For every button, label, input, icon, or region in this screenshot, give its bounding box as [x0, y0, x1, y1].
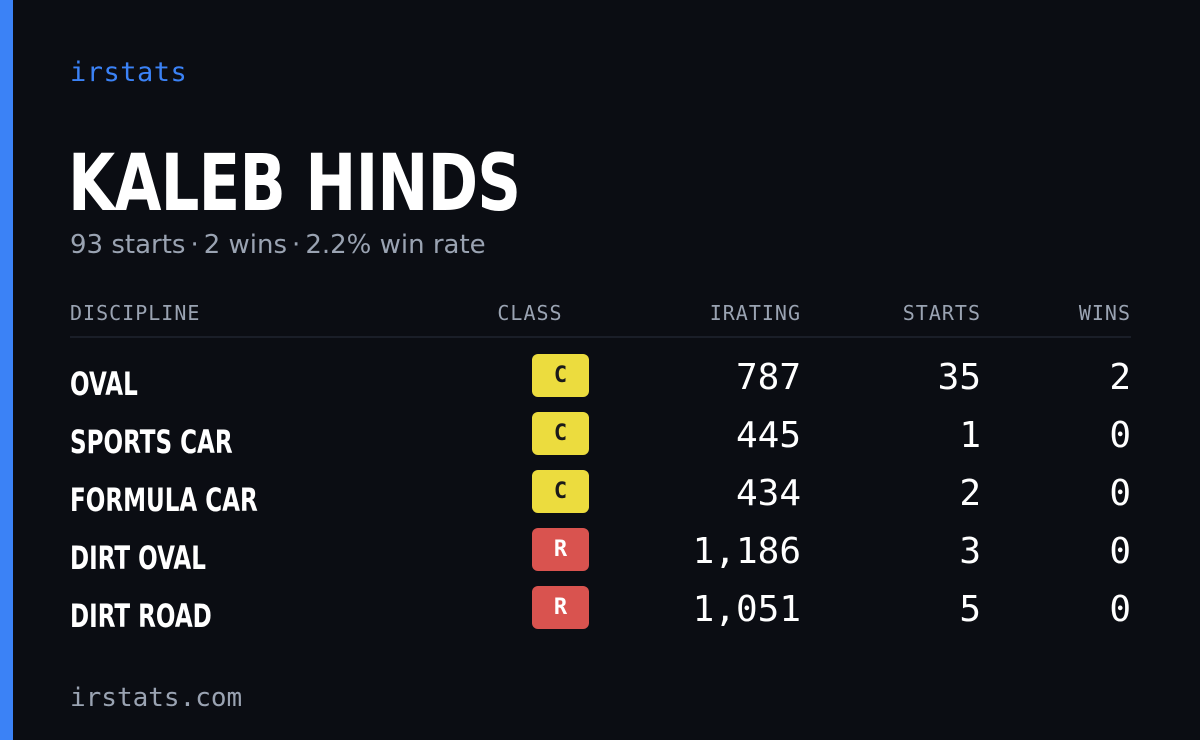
column-header-class: CLASS — [497, 301, 563, 325]
starts-value: 2 — [959, 473, 981, 514]
summary-separator: · — [190, 230, 199, 260]
table-row: SPORTS CAR C 445 1 0 — [70, 408, 1131, 466]
irating-value: 787 — [735, 357, 801, 398]
table-row: DIRT ROAD R 1,051 5 0 — [70, 582, 1131, 640]
summary-wins: 2 wins — [203, 230, 288, 260]
discipline-name: OVAL — [70, 365, 138, 403]
driver-name: KALEB HINDS — [68, 139, 521, 229]
starts-value: 35 — [937, 357, 981, 398]
irating-value: 445 — [735, 415, 801, 456]
discipline-name: FORMULA CAR — [70, 481, 258, 519]
footer-domain: irstats.com — [70, 683, 243, 713]
table-header: DISCIPLINE CLASS IRATING STARTS WINS — [70, 298, 1131, 338]
class-badge: C — [532, 470, 589, 513]
class-badge: R — [532, 528, 589, 571]
table-row: OVAL C 787 35 2 — [70, 350, 1131, 408]
driver-summary: 93 starts · 2 wins · 2.2% win rate — [70, 228, 486, 262]
discipline-name: DIRT ROAD — [70, 597, 212, 635]
summary-starts: 93 starts — [70, 230, 186, 260]
table-row: DIRT OVAL R 1,186 3 0 — [70, 524, 1131, 582]
accent-bar — [0, 0, 13, 740]
wins-value: 0 — [1109, 531, 1131, 572]
discipline-name: DIRT OVAL — [70, 539, 206, 577]
class-badge: C — [532, 412, 589, 455]
starts-value: 5 — [959, 589, 981, 630]
wins-value: 2 — [1109, 357, 1131, 398]
column-header-starts: STARTS — [902, 301, 981, 325]
class-badge: C — [532, 354, 589, 397]
discipline-table-body: OVAL C 787 35 2 SPORTS CAR C 445 1 0 FOR… — [70, 350, 1131, 640]
irating-value: 434 — [735, 473, 801, 514]
summary-win-rate: 2.2% win rate — [305, 230, 486, 260]
column-header-wins: WINS — [1078, 301, 1131, 325]
column-header-discipline: DISCIPLINE — [70, 301, 201, 325]
summary-separator: · — [292, 230, 301, 260]
starts-value: 1 — [959, 415, 981, 456]
wins-value: 0 — [1109, 473, 1131, 514]
class-badge: R — [532, 586, 589, 629]
column-header-irating: IRATING — [709, 301, 801, 325]
table-row: FORMULA CAR C 434 2 0 — [70, 466, 1131, 524]
starts-value: 3 — [959, 531, 981, 572]
brand-logo-text: irstats — [70, 57, 188, 88]
wins-value: 0 — [1109, 415, 1131, 456]
discipline-name: SPORTS CAR — [70, 423, 233, 461]
wins-value: 0 — [1109, 589, 1131, 630]
irating-value: 1,051 — [692, 589, 801, 630]
irating-value: 1,186 — [692, 531, 801, 572]
